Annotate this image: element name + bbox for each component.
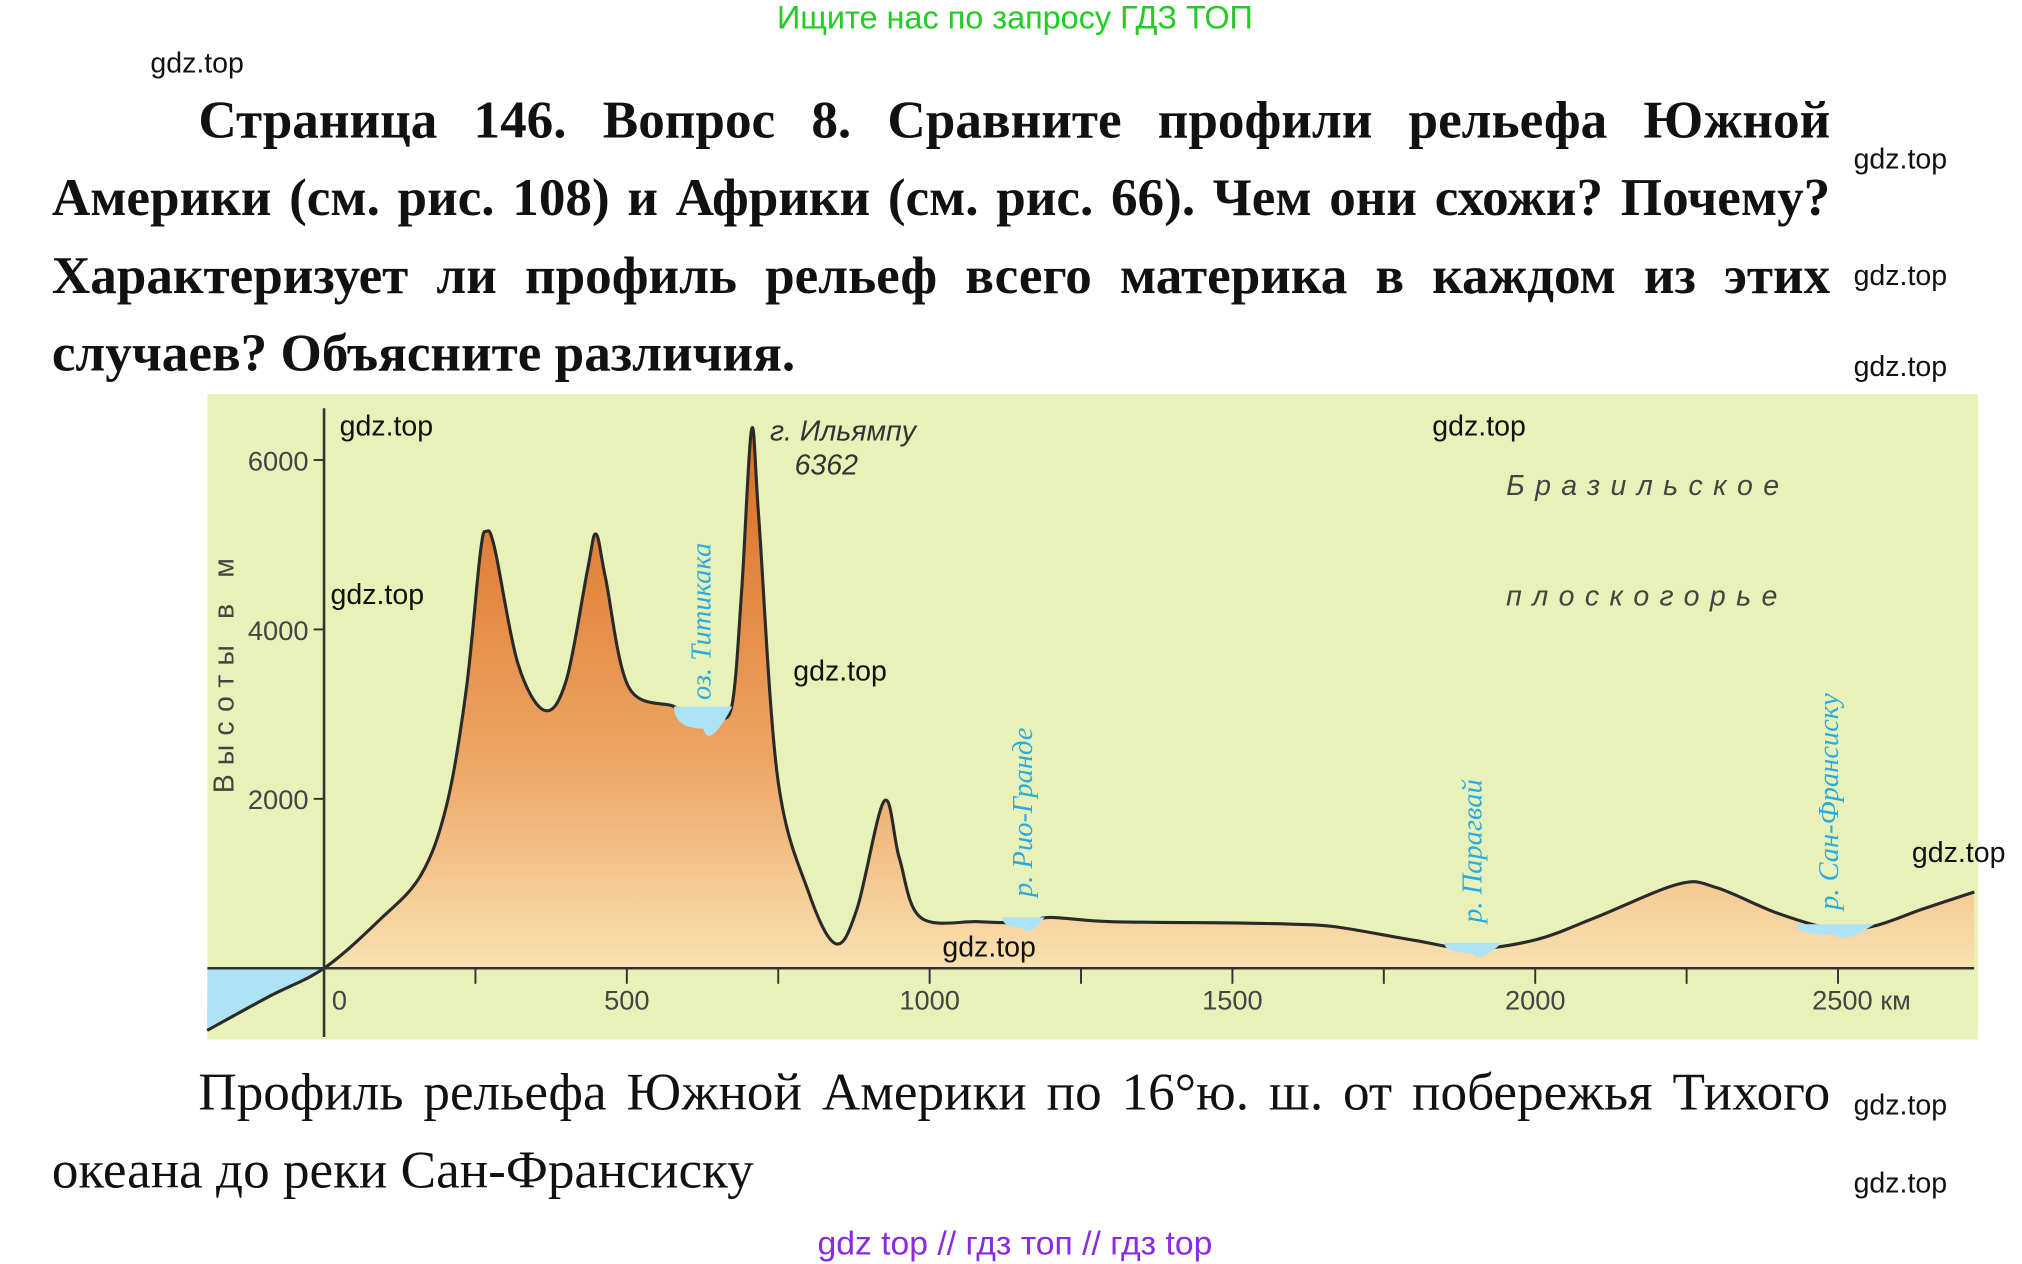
watermark: gdz.top [339, 409, 434, 443]
x-tick-label: 2500 км [1812, 985, 1911, 1016]
x-tick-label: 2000 [1505, 985, 1566, 1016]
watermark: gdz.top [1853, 142, 1948, 175]
watermark: gdz.top [1911, 836, 2006, 869]
sao-francisco-label: р. Сан-Франсиску [1814, 693, 1845, 912]
water-body [1444, 942, 1502, 957]
water-body [1002, 917, 1045, 932]
watermark: gdz.top [330, 578, 425, 611]
watermark: gdz.top [1853, 1166, 1948, 1199]
question-title: Страница 146. Вопрос 8. Сравните профили… [51, 89, 1831, 383]
water-body [1795, 924, 1875, 939]
pacific-ocean [207, 968, 325, 1031]
y-axis-label: Высоты в м [208, 549, 240, 793]
region-label-2: плоскогорье [1506, 580, 1788, 612]
water-bodies [674, 706, 1875, 957]
watermark: gdz.top [793, 654, 887, 687]
paraguay-label: р. Парагвай [1458, 779, 1489, 925]
y-tick-label: 4000 [248, 615, 309, 646]
y-tick-label: 6000 [248, 445, 309, 476]
ocean-water [207, 968, 325, 1031]
figure-caption: Профиль рельефа Южной Америки по 16°ю. ш… [51, 1061, 1831, 1199]
land-fill [207, 427, 1975, 1031]
peak-label: г. Ильямпу [770, 416, 918, 448]
watermark: gdz.top [1853, 1088, 1948, 1122]
water-body [674, 706, 733, 736]
watermark: gdz.top [1853, 259, 1948, 292]
y-tick-label: 2000 [248, 784, 309, 815]
rio-grande-label: р. Рио-Гранде [1008, 727, 1039, 899]
lake-titicaca-label: оз. Титикака [686, 543, 717, 700]
footer-links[interactable]: gdz top // гдз топ // гдз top [817, 1223, 1213, 1263]
x-tick-label: 1000 [899, 985, 960, 1016]
watermark: gdz.top [150, 46, 244, 80]
x-tick-label: 0 [332, 985, 347, 1016]
region-label-1: Бразильское [1506, 470, 1789, 502]
watermark: gdz.top [942, 930, 1036, 964]
x-tick-label: 500 [604, 985, 649, 1016]
axes: 0 500 1000 1500 2000 2500 км 2000 4000 6000 [207, 408, 1975, 1037]
promo-banner[interactable]: Ищите нас по запросу ГДЗ ТОП [776, 0, 1253, 37]
watermark: gdz.top [1853, 349, 1948, 383]
peak-height: 6362 [795, 449, 859, 481]
x-tick-label: 1500 [1202, 985, 1263, 1016]
watermark: gdz.top [1432, 409, 1526, 443]
